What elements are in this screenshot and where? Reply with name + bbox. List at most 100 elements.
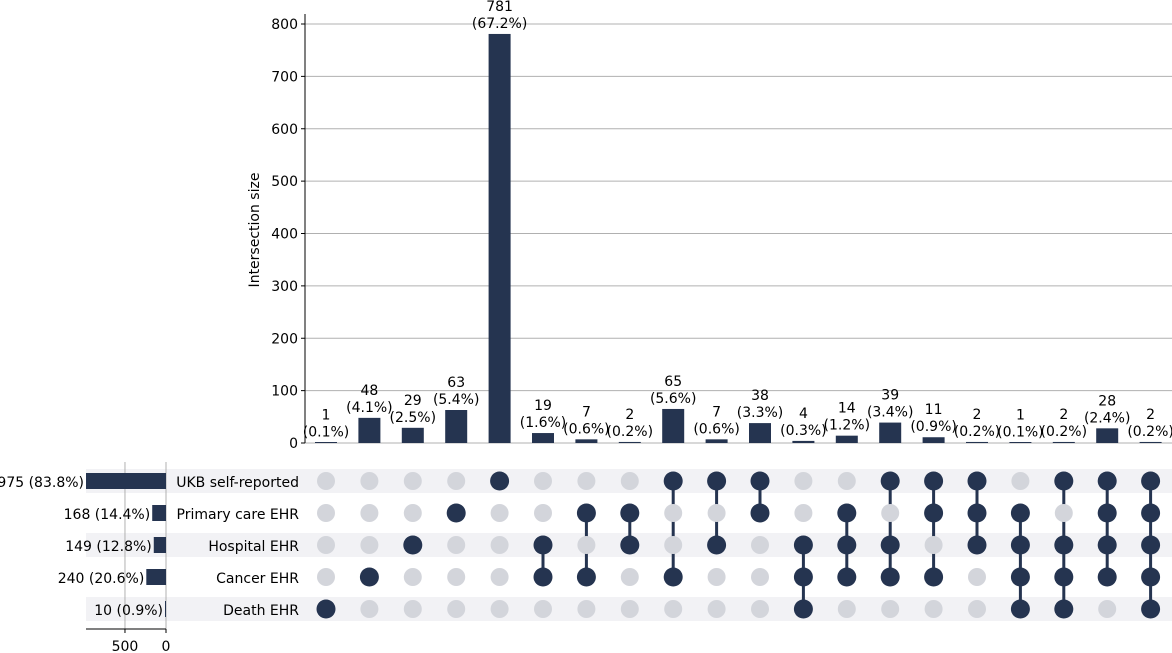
matrix-dot-empty <box>751 600 769 618</box>
intersection-bar <box>966 441 988 443</box>
bar-percent-label: (0.6%) <box>693 421 740 437</box>
matrix-dot-empty <box>620 472 639 490</box>
bar-percent-label: (1.6%) <box>520 415 567 431</box>
bar-percent-label: (67.2%) <box>472 16 527 32</box>
matrix-dot-filled <box>837 535 857 555</box>
set-size-bar <box>153 537 166 553</box>
set-size-tick-label: 500 <box>112 639 139 653</box>
set-name: Primary care EHR <box>177 507 300 523</box>
intersection-bar <box>488 33 511 444</box>
set-size-stripe <box>86 533 166 557</box>
matrix-dot-empty <box>707 600 726 618</box>
matrix-dot-filled <box>837 503 857 523</box>
matrix-dot-empty <box>577 536 596 554</box>
bar-count-label: 7 <box>712 404 721 420</box>
matrix-dot-empty <box>1011 472 1030 490</box>
matrix-dot-empty <box>534 472 552 490</box>
matrix-dot-empty <box>1054 504 1073 522</box>
y-tick-label: 600 <box>271 122 298 138</box>
set-size-bars <box>86 473 166 617</box>
intersection-bar <box>1009 442 1032 443</box>
matrix-dot-filled <box>1054 471 1074 491</box>
matrix-dot-filled <box>1141 567 1161 587</box>
y-tick-label: 400 <box>271 227 298 243</box>
matrix-dot-filled <box>1054 535 1074 555</box>
matrix-dot-empty <box>707 504 726 522</box>
bar-count-label: 65 <box>664 374 682 390</box>
matrix-dot-empty <box>577 600 596 618</box>
bar-count-label: 2 <box>625 407 634 423</box>
set-size-label: 240 (20.6%) <box>58 571 145 587</box>
y-tick-label: 800 <box>271 17 298 33</box>
matrix-dot-empty <box>360 600 379 618</box>
set-size-label: 975 (83.8%) <box>0 475 84 491</box>
bar-count-label: 4 <box>799 406 808 422</box>
bar-percent-label: (2.4%) <box>1084 410 1131 426</box>
set-names: UKB self-reported Primary care EHR Hospita… <box>176 475 299 619</box>
matrix-dot-empty <box>490 504 509 522</box>
intersection-bar <box>575 439 598 443</box>
y-tick-label: 700 <box>271 69 298 85</box>
matrix-dot-filled <box>1097 567 1117 587</box>
matrix-dot-filled <box>837 567 857 587</box>
bar-percent-label: (0.1%) <box>303 424 350 440</box>
set-size-bar <box>152 505 166 521</box>
matrix-dot-filled <box>1054 567 1074 587</box>
bar-count-label: 28 <box>1098 393 1116 409</box>
matrix-dot-empty <box>317 472 335 490</box>
y-axis-label: Intersection size <box>247 173 263 288</box>
intersection-bar <box>401 427 424 443</box>
matrix-dot-empty <box>924 536 943 554</box>
matrix-dot-empty <box>664 536 683 554</box>
matrix-dot-filled <box>1097 471 1117 491</box>
bar-percent-label: (0.9%) <box>910 419 957 435</box>
matrix-dot-filled <box>1097 535 1117 555</box>
set-size-label: 10 (0.9%) <box>94 603 163 619</box>
intersection-bar <box>835 435 858 443</box>
bar-count-label: 48 <box>360 383 378 399</box>
matrix-dot-empty <box>447 472 466 490</box>
matrix-dot-empty <box>881 504 900 522</box>
matrix-dot-empty <box>924 600 943 618</box>
bar-count-label: 1 <box>1016 407 1025 423</box>
matrix-dot-filled <box>750 471 770 491</box>
matrix-dot-empty <box>534 504 552 522</box>
bar-percent-label: (5.4%) <box>433 392 480 408</box>
bar-percent-label: (0.2%) <box>954 424 1001 440</box>
matrix-dot-filled <box>750 503 770 523</box>
matrix-dot-filled <box>1141 599 1161 619</box>
bar-count-label: 19 <box>534 398 552 414</box>
matrix-dot-empty <box>403 504 422 522</box>
matrix-dot-filled <box>793 599 813 619</box>
matrix-dot-filled <box>316 599 336 619</box>
bar-percent-label: (2.5%) <box>390 410 437 426</box>
matrix-dot-empty <box>794 504 813 522</box>
intersection-bar <box>532 433 554 443</box>
matrix-dot-empty <box>447 600 466 618</box>
matrix-dot-empty <box>664 600 683 618</box>
matrix-dot-empty <box>360 536 379 554</box>
bar-percent-label: (0.2%) <box>607 424 654 440</box>
set-name: UKB self-reported <box>176 475 299 491</box>
bar-count-label: 2 <box>1059 407 1068 423</box>
matrix-dot-filled <box>490 471 510 491</box>
matrix-dot-empty <box>403 472 422 490</box>
y-tick-label: 300 <box>271 279 298 295</box>
bar-percent-label: (1.2%) <box>824 418 871 434</box>
matrix-dot-empty <box>751 568 769 586</box>
matrix-dot-filled <box>880 567 900 587</box>
intersection-bar <box>315 442 337 443</box>
y-tick-label: 500 <box>271 174 298 190</box>
bar-percent-label: (0.6%) <box>563 421 610 437</box>
matrix-dot-filled <box>707 535 727 555</box>
intersection-bar <box>618 441 641 443</box>
matrix-dot-empty <box>707 568 726 586</box>
intersection-bar <box>1096 428 1119 443</box>
bar-percent-label: (5.6%) <box>650 391 697 407</box>
matrix-dot-filled <box>620 535 640 555</box>
y-tick-label: 100 <box>271 384 298 400</box>
matrix-dot-empty <box>490 600 509 618</box>
intersection-bar <box>358 417 381 443</box>
matrix-dot-filled <box>1141 471 1161 491</box>
bar-count-label: 63 <box>447 375 465 391</box>
